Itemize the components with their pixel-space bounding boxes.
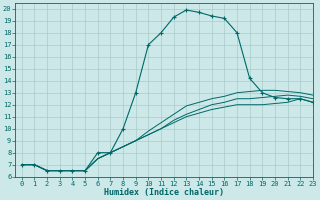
X-axis label: Humidex (Indice chaleur): Humidex (Indice chaleur)	[104, 188, 224, 197]
